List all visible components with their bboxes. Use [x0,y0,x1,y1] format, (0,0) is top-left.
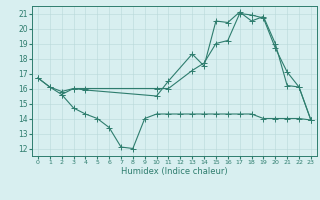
X-axis label: Humidex (Indice chaleur): Humidex (Indice chaleur) [121,167,228,176]
